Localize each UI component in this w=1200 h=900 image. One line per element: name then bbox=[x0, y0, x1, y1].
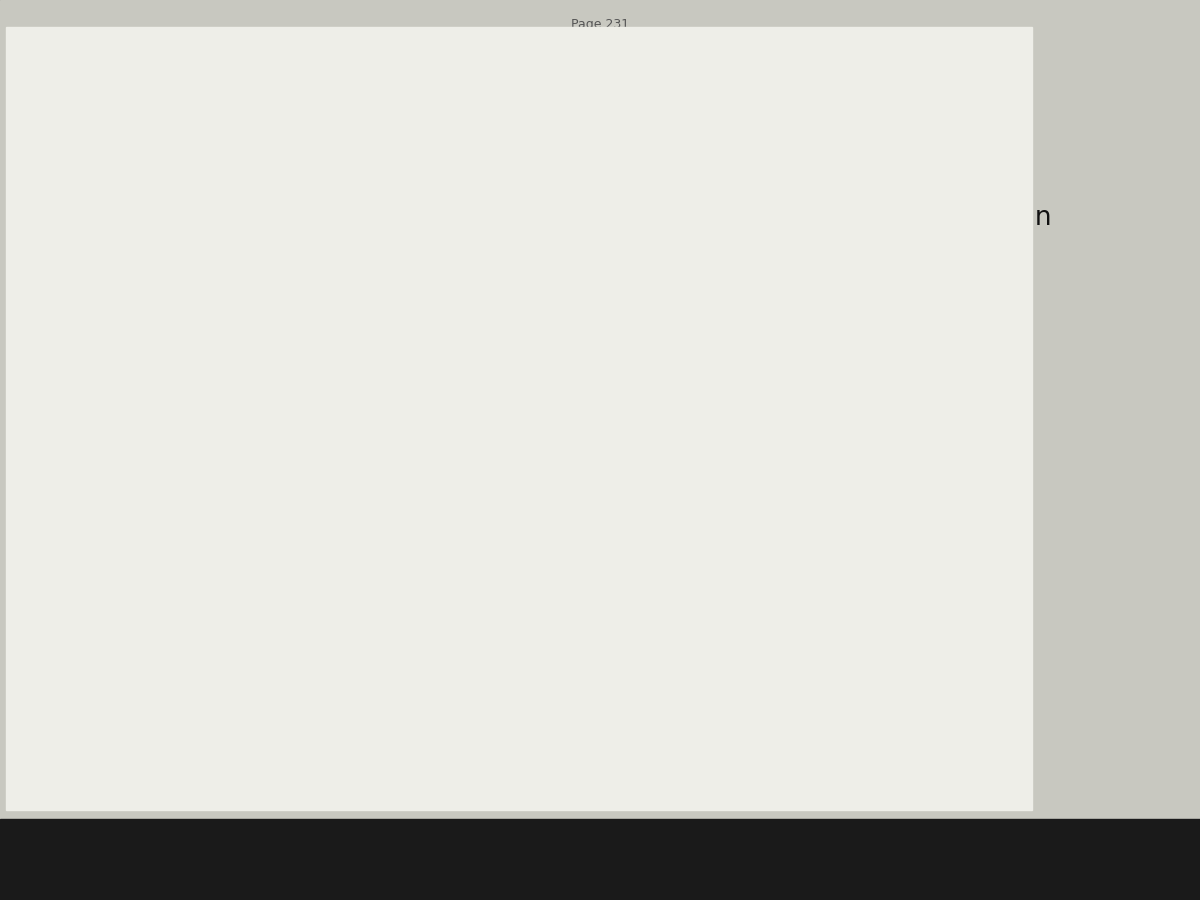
Text: D: D bbox=[235, 400, 250, 419]
Text: A: A bbox=[928, 409, 941, 427]
Text: O: O bbox=[348, 485, 361, 503]
Text: Page 231: Page 231 bbox=[571, 18, 629, 31]
Text: 91°F Sunny: 91°F Sunny bbox=[970, 838, 1050, 852]
Text: ENG: ENG bbox=[1127, 839, 1153, 851]
Text: 58 mm over a length of 100 mm by turning using a carbide insert. If the: 58 mm over a length of 100 mm by turning… bbox=[14, 125, 971, 151]
Circle shape bbox=[1046, 835, 1073, 861]
Text: approach length  and over run length is = 5 mm, Cutting speed is = 20 m/min: approach length and over run length is =… bbox=[14, 205, 1051, 231]
Text: and feed is =0.2 mm/rev, and the depth of cut is 0.5mm: and feed is =0.2 mm/rev, and the depth o… bbox=[14, 285, 763, 311]
Text: How much machining time required to turn a mild steel rod from 65mm to: How much machining time required to turn… bbox=[14, 45, 998, 71]
Text: L: L bbox=[614, 296, 625, 315]
